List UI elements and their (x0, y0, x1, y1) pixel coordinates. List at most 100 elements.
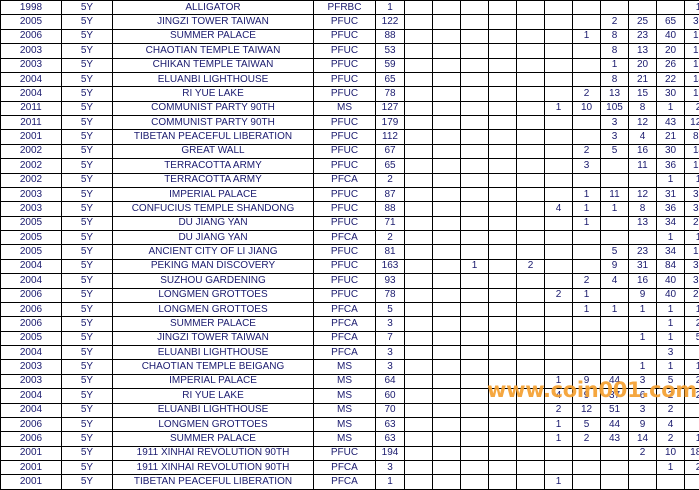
cell-service: MS (314, 432, 376, 446)
cell-grade-2 (433, 130, 461, 144)
cell-grade-4 (489, 216, 517, 230)
cell-grade-10: 2 (657, 403, 685, 417)
cell-grade-7 (573, 72, 601, 86)
cell-year: 2002 (1, 144, 62, 158)
cell-grade-4 (489, 317, 517, 331)
cell-coin-name: IMPERIAL PALACE (113, 187, 314, 201)
cell-coin-name: TIBETAN PEACEFUL LIBERATION (113, 130, 314, 144)
cell-total: 65 (376, 159, 405, 173)
cell-grade-2 (433, 317, 461, 331)
cell-grade-5 (517, 374, 545, 388)
cell-total: 2 (376, 173, 405, 187)
cell-grade-4 (489, 159, 517, 173)
cell-grade-2 (433, 101, 461, 115)
cell-coin-name: PEKING MAN DISCOVERY (113, 259, 314, 273)
cell-coin-name: SUZHOU GARDENING (113, 274, 314, 288)
cell-total: 2 (376, 231, 405, 245)
cell-grade-10: 5 (657, 374, 685, 388)
cell-year: 2001 (1, 130, 62, 144)
cell-grade-10: 43 (657, 116, 685, 130)
cell-grade-6 (545, 29, 573, 43)
cell-grade-9: 6 (629, 389, 657, 403)
cell-grade-11: 18 (685, 87, 699, 101)
cell-grade-6 (545, 44, 573, 58)
cell-grade-4 (489, 346, 517, 360)
cell-grade-10: 1 (657, 360, 685, 374)
cell-grade-2 (433, 216, 461, 230)
cell-grade-1 (405, 302, 433, 316)
cell-grade-5 (517, 1, 545, 15)
cell-grade-10: 4 (657, 417, 685, 431)
cell-service: PFUC (314, 15, 376, 29)
cell-year: 2006 (1, 302, 62, 316)
cell-grade-11: 2 (685, 461, 699, 475)
cell-grade-9 (629, 475, 657, 489)
cell-total: 5 (376, 302, 405, 316)
cell-grade-4 (489, 374, 517, 388)
cell-grade-8: 3 (601, 130, 629, 144)
cell-grade-5 (517, 331, 545, 345)
cell-grade-11: 12 (685, 44, 699, 58)
cell-grade-3 (461, 360, 489, 374)
cell-period: 5Y (62, 173, 113, 187)
cell-period: 5Y (62, 29, 113, 43)
cell-grade-5: 2 (517, 259, 545, 273)
cell-grade-7 (573, 317, 601, 331)
cell-grade-3 (461, 288, 489, 302)
cell-grade-4 (489, 274, 517, 288)
cell-grade-2 (433, 403, 461, 417)
cell-grade-9 (629, 173, 657, 187)
cell-grade-8 (601, 360, 629, 374)
cell-service: PFUC (314, 159, 376, 173)
cell-grade-11 (685, 417, 699, 431)
cell-grade-5 (517, 15, 545, 29)
cell-grade-10: 21 (657, 130, 685, 144)
cell-total: 88 (376, 29, 405, 43)
cell-grade-9: 25 (629, 15, 657, 29)
cell-grade-5 (517, 144, 545, 158)
cell-grade-9: 1 (629, 360, 657, 374)
cell-grade-8: 8 (601, 72, 629, 86)
cell-year: 2004 (1, 274, 62, 288)
cell-coin-name: ELUANBI LIGHTHOUSE (113, 346, 314, 360)
cell-grade-9: 8 (629, 202, 657, 216)
cell-grade-8: 3 (601, 116, 629, 130)
cell-total: 163 (376, 259, 405, 273)
cell-year: 2004 (1, 403, 62, 417)
cell-period: 5Y (62, 374, 113, 388)
cell-total: 3 (376, 461, 405, 475)
cell-grade-4 (489, 446, 517, 460)
cell-grade-7 (573, 259, 601, 273)
cell-grade-3 (461, 159, 489, 173)
cell-grade-8 (601, 475, 629, 489)
cell-service: PFUC (314, 187, 376, 201)
cell-coin-name: LONGMEN GROTTOES (113, 417, 314, 431)
cell-service: PFUC (314, 245, 376, 259)
cell-service: PFUC (314, 72, 376, 86)
cell-grade-9: 12 (629, 116, 657, 130)
cell-grade-8: 11 (601, 187, 629, 201)
cell-grade-8 (601, 216, 629, 230)
cell-service: PFUC (314, 44, 376, 58)
cell-grade-11: 36 (685, 259, 699, 273)
cell-grade-5 (517, 389, 545, 403)
cell-service: PFUC (314, 274, 376, 288)
cell-period: 5Y (62, 58, 113, 72)
cell-coin-name: TERRACOTTA ARMY (113, 173, 314, 187)
cell-grade-11: 2 (685, 101, 699, 115)
cell-grade-7: 1 (573, 187, 601, 201)
cell-grade-3 (461, 187, 489, 201)
cell-grade-6 (545, 130, 573, 144)
cell-grade-5 (517, 446, 545, 460)
cell-grade-1 (405, 159, 433, 173)
cell-grade-4 (489, 417, 517, 431)
cell-grade-7 (573, 461, 601, 475)
cell-total: 65 (376, 72, 405, 86)
